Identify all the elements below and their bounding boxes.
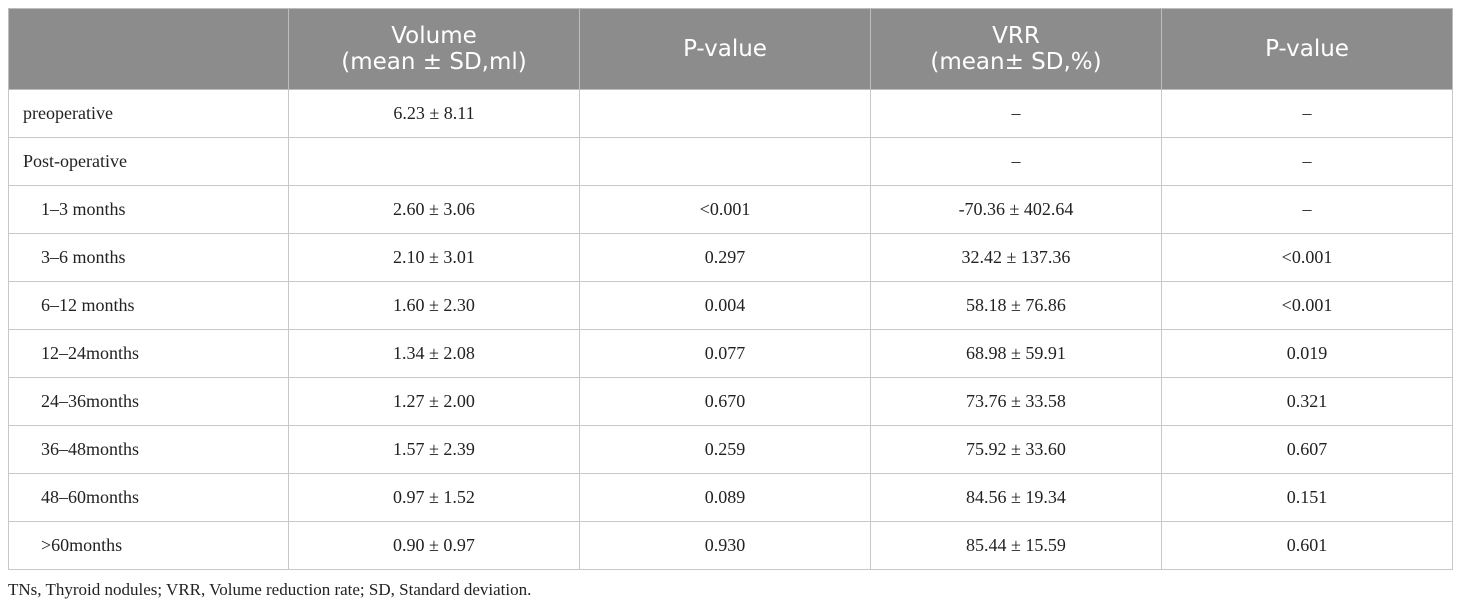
row-label: 24–36months — [8, 377, 289, 426]
table-cell: <0.001 — [1161, 281, 1453, 330]
column-header-line: Volume — [391, 23, 477, 49]
table-cell: 68.98 ± 59.91 — [870, 329, 1162, 378]
table-cell: 2.60 ± 3.06 — [288, 185, 580, 234]
table-row: 3–6 months 2.10 ± 3.01 0.297 32.42 ± 137.36… — [8, 233, 1453, 282]
table-row: 12–24months 1.34 ± 2.08 0.077 68.98 ± 59.91… — [8, 329, 1453, 378]
table-cell: 75.92 ± 33.60 — [870, 425, 1162, 474]
table-row: >60months 0.90 ± 0.97 0.930 85.44 ± 15.59 0.… — [8, 521, 1453, 570]
table-cell: 1.60 ± 2.30 — [288, 281, 580, 330]
table-body: preoperative 6.23 ± 8.11– – Post-operative –… — [8, 89, 1453, 570]
table-cell: 85.44 ± 15.59 — [870, 521, 1162, 570]
table-cell: – — [1161, 89, 1453, 138]
table-cell: 73.76 ± 33.58 — [870, 377, 1162, 426]
table-cell: 0.670 — [579, 377, 871, 426]
table-cell — [288, 137, 580, 186]
table-cell: 0.97 ± 1.52 — [288, 473, 580, 522]
row-label: 12–24months — [8, 329, 289, 378]
row-label: 6–12 months — [8, 281, 289, 330]
table-row: 48–60months 0.97 ± 1.52 0.089 84.56 ± 19.34… — [8, 473, 1453, 522]
table-cell: 0.089 — [579, 473, 871, 522]
column-header-line: (mean± SD,%) — [930, 49, 1102, 75]
table-cell: 0.297 — [579, 233, 871, 282]
table-cell: -70.36 ± 402.64 — [870, 185, 1162, 234]
row-label: 1–3 months — [8, 185, 289, 234]
table-cell: 0.930 — [579, 521, 871, 570]
table-cell: 1.57 ± 2.39 — [288, 425, 580, 474]
row-label: 3–6 months — [8, 233, 289, 282]
table-cell: 58.18 ± 76.86 — [870, 281, 1162, 330]
column-header-4: P-value — [1161, 8, 1453, 90]
table-cell: 0.077 — [579, 329, 871, 378]
row-label: 36–48months — [8, 425, 289, 474]
column-header-2: P-value — [579, 8, 871, 90]
table-cell: 0.259 — [579, 425, 871, 474]
table-cell: 0.151 — [1161, 473, 1453, 522]
row-label: >60months — [8, 521, 289, 570]
table-cell — [579, 137, 871, 186]
row-label: preoperative — [8, 89, 289, 138]
table-cell: 0.004 — [579, 281, 871, 330]
table-cell: 0.019 — [1161, 329, 1453, 378]
column-header-line: P-value — [683, 36, 767, 62]
table-cell: – — [1161, 137, 1453, 186]
table-row: preoperative 6.23 ± 8.11 – – — [8, 89, 1453, 138]
table-row: 24–36months 1.27 ± 2.00 0.670 73.76 ± 33.58… — [8, 377, 1453, 426]
table-cell: 2.10 ± 3.01 — [288, 233, 580, 282]
table-cell: 84.56 ± 19.34 — [870, 473, 1162, 522]
column-header-line: VRR — [992, 23, 1040, 49]
column-header-line: P-value — [1265, 36, 1349, 62]
table-cell: 0.321 — [1161, 377, 1453, 426]
table-row: 1–3 months 2.60 ± 3.06 <0.001 -70.36 ± 402.… — [8, 185, 1453, 234]
table-row: 6–12 months 1.60 ± 2.30 0.004 58.18 ± 76.86… — [8, 281, 1453, 330]
table-cell: <0.001 — [1161, 233, 1453, 282]
table-cell: 0.90 ± 0.97 — [288, 521, 580, 570]
column-header-0 — [8, 8, 289, 90]
table-footnote: TNs, Thyroid nodules; VRR, Volume reduct… — [8, 580, 532, 599]
table-cell: 0.601 — [1161, 521, 1453, 570]
table-cell: – — [870, 137, 1162, 186]
table-cell — [579, 89, 871, 138]
table-container: Volume (mean ± SD,ml) P-value VRR (mean± SD,… — [8, 8, 1453, 570]
table-row: 36–48months 1.57 ± 2.39 0.259 75.92 ± 33.60… — [8, 425, 1453, 474]
table-cell: – — [870, 89, 1162, 138]
row-label: 48–60months — [8, 473, 289, 522]
header-row: Volume (mean ± SD,ml) P-value VRR (mean± SD,… — [8, 8, 1453, 90]
table-cell: 0.607 — [1161, 425, 1453, 474]
column-header-line: (mean ± SD,ml) — [341, 49, 527, 75]
table-cell: 1.27 ± 2.00 — [288, 377, 580, 426]
table-cell: <0.001 — [579, 185, 871, 234]
data-table: Volume (mean ± SD,ml) P-value VRR (mean± SD,… — [8, 8, 1453, 570]
table-cell: 32.42 ± 137.36 — [870, 233, 1162, 282]
column-header-3: VRR (mean± SD,%) — [870, 8, 1162, 90]
column-header-1: Volume (mean ± SD,ml) — [288, 8, 580, 90]
table-cell: 1.34 ± 2.08 — [288, 329, 580, 378]
row-label: Post-operative — [8, 137, 289, 186]
table-cell: 6.23 ± 8.11 — [288, 89, 580, 138]
table-cell: – — [1161, 185, 1453, 234]
table-row: Post-operative – – — [8, 137, 1453, 186]
table-header: Volume (mean ± SD,ml) P-value VRR (mean± SD,… — [8, 8, 1453, 90]
